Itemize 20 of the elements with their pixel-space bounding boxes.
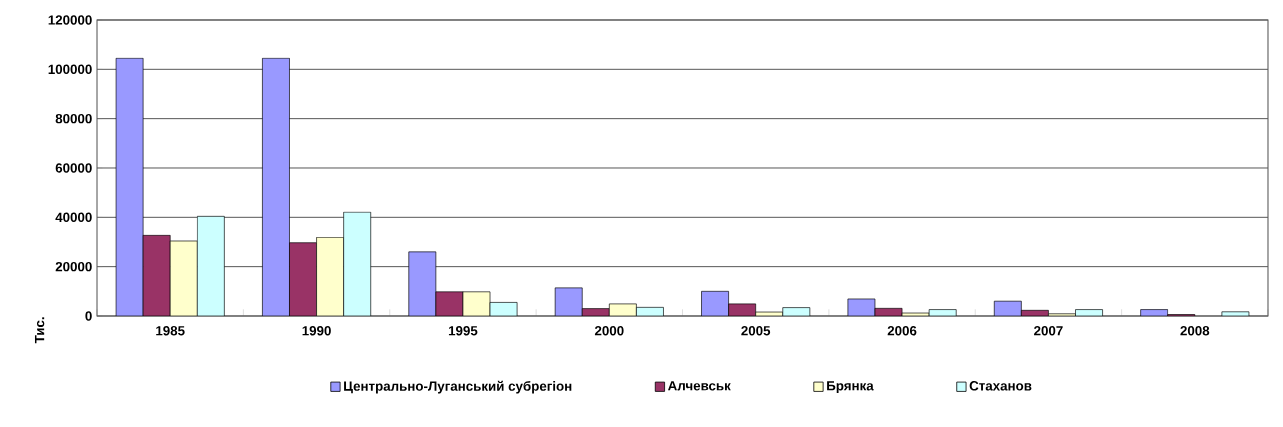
y-tick-label: 0 [85, 311, 92, 321]
y-tick-label: 120000 [48, 15, 92, 25]
legend-label: Алчевськ [668, 381, 731, 391]
x-tick-label: 1995 [448, 326, 478, 336]
legend-label: Центрально-Луганський субрегіон [344, 380, 572, 394]
x-tick-label: 2006 [887, 326, 917, 336]
legend-label: Стаханов [969, 381, 1032, 391]
x-tick-label: 2007 [1034, 326, 1063, 336]
y-tick-label: 100000 [48, 64, 92, 75]
x-tick-label: 1985 [156, 326, 185, 336]
x-tick-label: 2005 [741, 326, 771, 336]
x-tick-label: 2000 [594, 326, 624, 336]
x-tick-label: 1990 [302, 326, 331, 336]
y-tick-label: 80000 [55, 113, 92, 124]
y-axis-title: Тис. [34, 317, 45, 344]
x-tick-label: 2008 [1180, 326, 1210, 336]
y-tick-label: 20000 [55, 261, 92, 272]
y-tick-label: 60000 [55, 163, 92, 173]
legend-label: Брянка [827, 381, 874, 394]
y-tick-label: 40000 [55, 212, 92, 223]
